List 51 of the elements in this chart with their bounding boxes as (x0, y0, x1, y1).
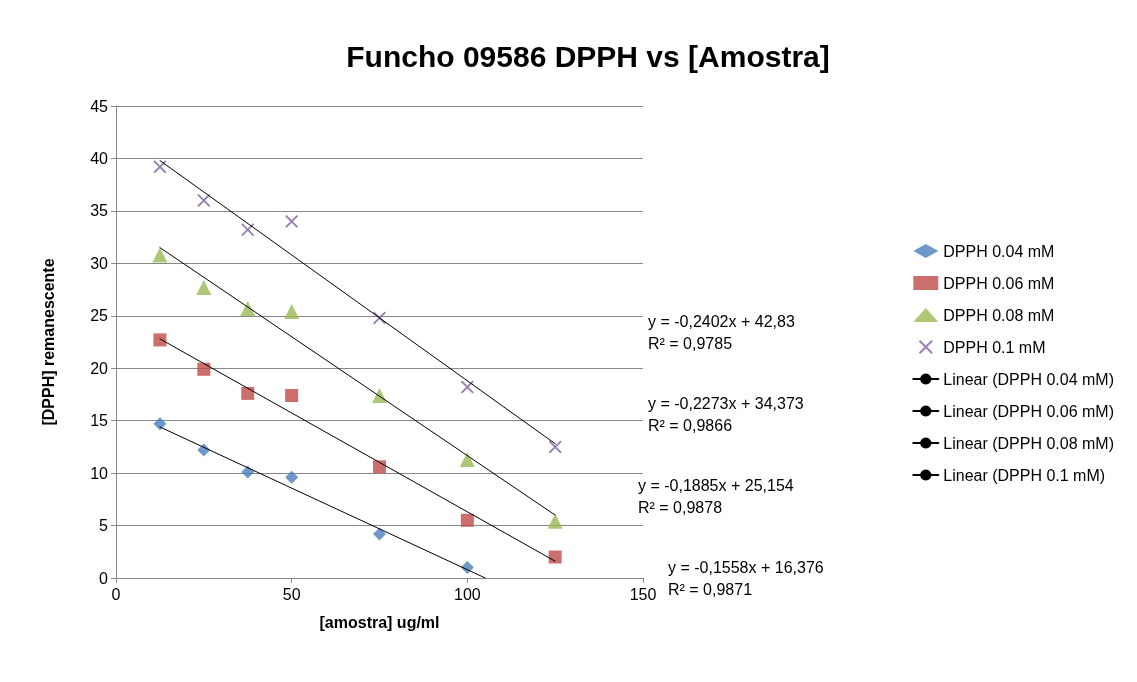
annotation: y = -0,1885x + 25,154 R² = 0,9878 (638, 476, 794, 516)
text: y = -0,2402x + 42,83 R² = 0,9785 (648, 312, 795, 352)
y-tick-label: 5 (99, 517, 109, 535)
chart-title: Funcho 09586 DPPH vs [Amostra] (346, 39, 830, 73)
legend-label: DPPH 0.06 mM (943, 274, 1055, 292)
point (152, 247, 168, 263)
point (197, 362, 211, 376)
x-tick-label: 50 (282, 585, 301, 603)
y-axis-title: [DPPH] remanescente (39, 258, 57, 426)
legend-label: DPPH 0.04 mM (943, 242, 1055, 260)
point (548, 550, 562, 564)
legend-label: Linear (DPPH 0.06 mM) (943, 402, 1114, 420)
x-tick-label: 0 (111, 585, 121, 603)
point (241, 386, 255, 400)
text: y = -0,2273x + 34,373 R² = 0,9866 (648, 394, 804, 434)
point (548, 440, 562, 454)
x-axis-title: [amostra] ug/ml (319, 613, 440, 631)
point (240, 300, 256, 316)
point (285, 470, 299, 484)
point (460, 380, 474, 394)
point (285, 214, 299, 228)
y-tick-label: 30 (90, 254, 109, 272)
legend-label: DPPH 0.08 mM (943, 306, 1055, 324)
legend-label: Linear (DPPH 0.08 mM) (943, 434, 1114, 452)
x-tick-label: 150 (629, 585, 657, 603)
point (373, 527, 386, 541)
legend-label: Linear (DPPH 0.1 mM) (943, 466, 1106, 484)
point (196, 279, 212, 295)
point (284, 304, 300, 320)
legend-label: Linear (DPPH 0.04 mM) (943, 370, 1114, 388)
y-tick-label: 45 (90, 97, 109, 115)
y-tick-label: 20 (90, 359, 109, 377)
y-tick-label: 40 (90, 149, 109, 167)
y-tick-label: 25 (90, 307, 109, 325)
point (459, 451, 475, 467)
point (197, 193, 211, 207)
point (153, 160, 167, 174)
point (285, 388, 299, 402)
point (153, 417, 167, 431)
point (373, 460, 386, 474)
point (153, 333, 167, 347)
legend-label: DPPH 0.1 mM (943, 338, 1046, 356)
y-tick-label: 0 (99, 569, 109, 587)
y-tick-label: 35 (90, 202, 109, 220)
point (460, 513, 474, 527)
point (241, 223, 255, 237)
y-tick-label: 15 (90, 412, 109, 430)
text: y = -0,1558x + 16,376 R² = 0,9871 (668, 558, 824, 598)
point (547, 513, 563, 529)
y-tick-label: 10 (90, 464, 109, 482)
x-tick-label: 100 (453, 585, 481, 603)
